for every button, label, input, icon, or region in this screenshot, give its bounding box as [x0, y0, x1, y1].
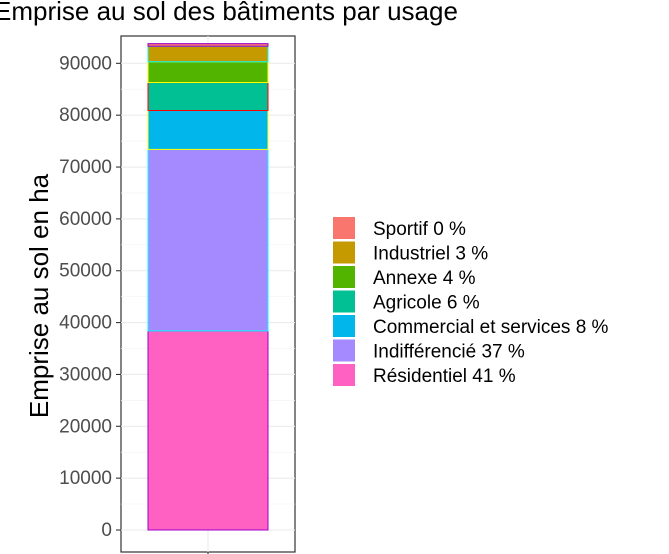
y-tick-label: 60000	[59, 209, 112, 230]
bar-segment-6	[147, 45, 269, 63]
y-tick-label: 90000	[59, 53, 112, 74]
legend-label-5: Commercial et services 8 %	[373, 317, 609, 338]
bar-segment-5	[147, 61, 269, 84]
legend-key-2	[333, 241, 355, 264]
legend-key-1	[333, 217, 355, 239]
bar-segment-3	[147, 110, 269, 150]
legend: Sportif 0 % Industriel 3 % Annexe 4 % Agric…	[333, 217, 609, 387]
bar-segment-1	[147, 330, 269, 531]
y-tick-label: 0	[101, 520, 112, 541]
legend-label-6: Indifférencié 37 %	[373, 342, 525, 363]
legend-label-3: Annexe 4 %	[373, 268, 476, 289]
y-tick-label: 10000	[59, 468, 112, 489]
y-tick-label: 70000	[59, 157, 112, 178]
y-tick-label: 50000	[59, 261, 112, 282]
legend-label-7: Résidentiel 41 %	[373, 366, 516, 387]
y-axis: 0 10000 20000 30000 40000 50000 60000 70000 8000…	[59, 53, 209, 554]
bar-stack	[147, 43, 269, 531]
legend-key-7	[333, 364, 355, 386]
y-tick-label: 30000	[59, 364, 112, 385]
y-tick-label: 80000	[59, 105, 112, 126]
bar-segment-4	[147, 82, 269, 112]
legend-key-3	[333, 266, 355, 288]
bar-segment-2	[147, 148, 269, 332]
legend-key-6	[333, 339, 355, 362]
y-tick-label: 40000	[59, 313, 112, 334]
legend-key-4	[333, 290, 355, 313]
bar-segment-7	[147, 43, 269, 47]
chart-title: Emprise au sol des bâtiments par usage	[0, 0, 458, 26]
legend-key-5	[333, 315, 355, 337]
legend-label-4: Agricole 6 %	[373, 293, 480, 314]
y-tick-label: 20000	[59, 416, 112, 437]
y-axis-title: Emprise au sol en ha	[24, 173, 54, 418]
legend-label-2: Industriel 3 %	[373, 244, 488, 265]
legend-label-1: Sportif 0 %	[373, 219, 466, 240]
